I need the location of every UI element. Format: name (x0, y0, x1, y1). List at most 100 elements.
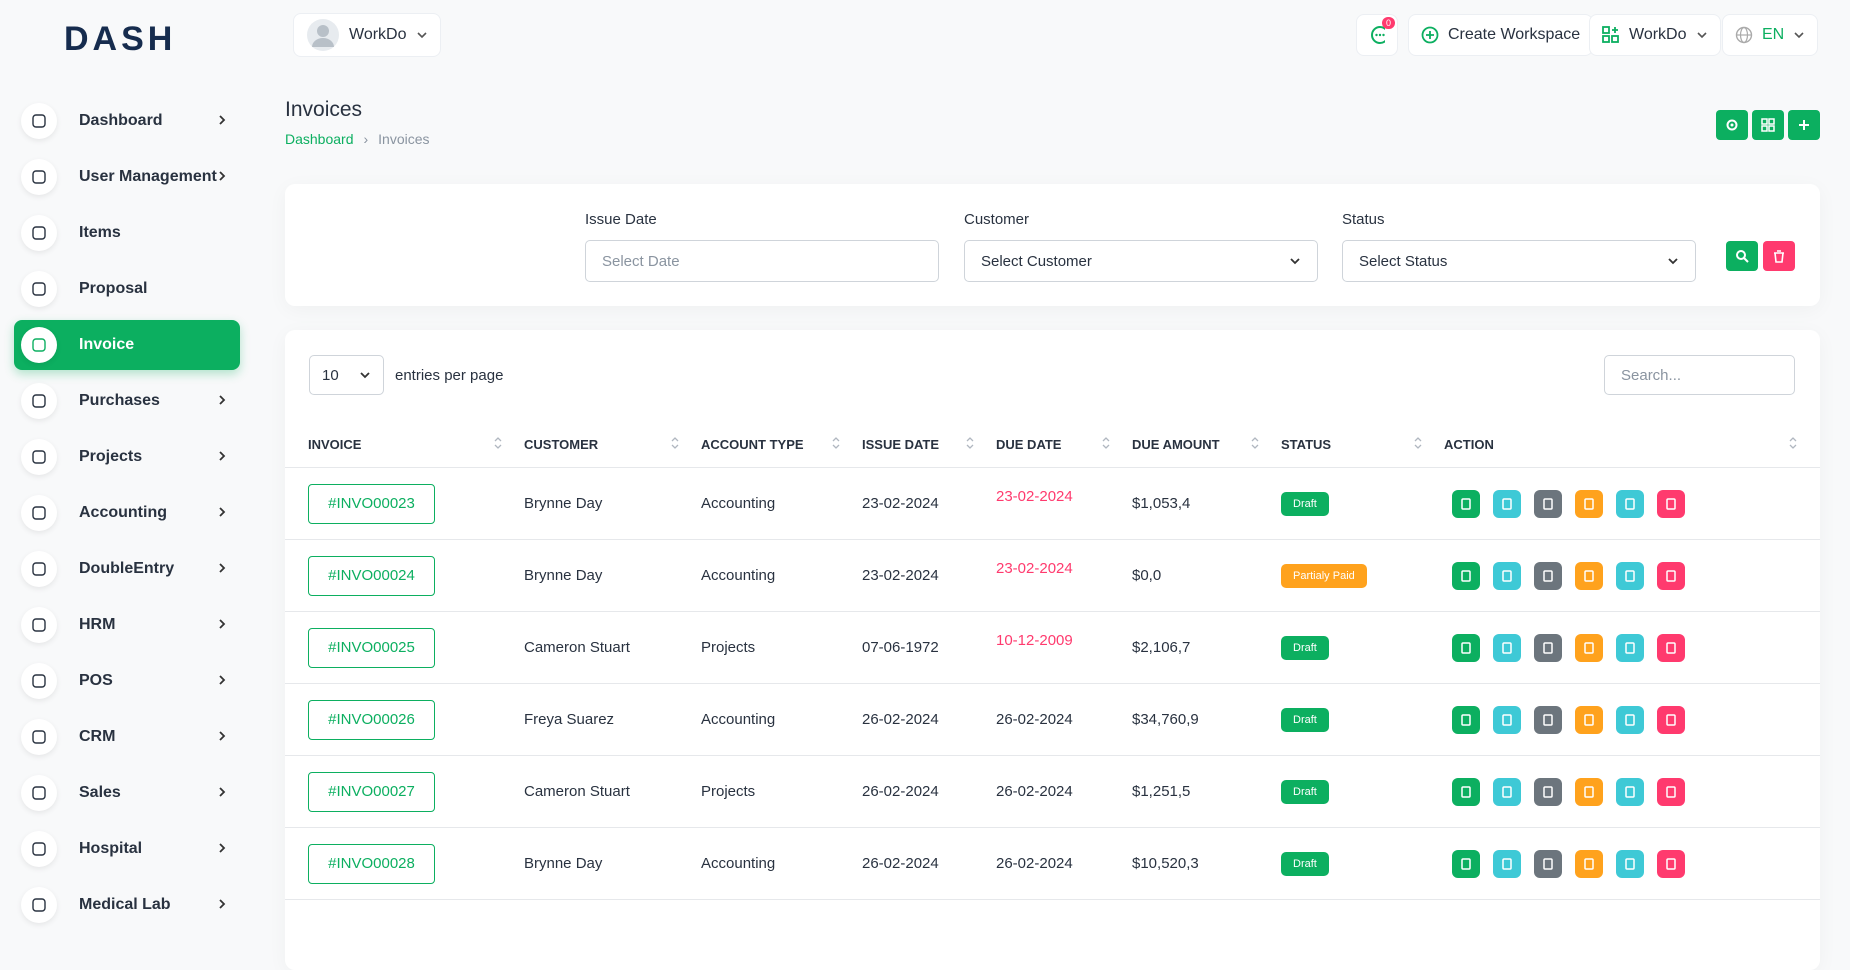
action-button[interactable] (1575, 489, 1603, 518)
sidebar-arrow (218, 393, 226, 411)
invoice-link[interactable]: #INVO00028 (308, 843, 435, 884)
column-header[interactable]: ACTION (1444, 437, 1819, 452)
action-button[interactable] (1493, 489, 1521, 518)
action-button[interactable] (1534, 777, 1562, 806)
language-label: EN (1762, 26, 1785, 43)
sidebar-item[interactable]: Medical Lab (14, 880, 240, 930)
action-button[interactable] (1534, 561, 1562, 590)
cell: #INVO00027 (308, 771, 524, 812)
action-button[interactable] (1575, 561, 1603, 590)
action-button[interactable] (1657, 633, 1685, 662)
actions (1444, 489, 1819, 518)
action-button[interactable] (1493, 777, 1521, 806)
action-button[interactable] (1452, 705, 1480, 734)
column-header[interactable]: ACCOUNT TYPE (701, 437, 862, 452)
action-button[interactable] (1452, 633, 1480, 662)
action-button[interactable] (1616, 777, 1644, 806)
action-button[interactable] (1452, 489, 1480, 518)
column-header[interactable]: ISSUE DATE (862, 437, 996, 452)
sidebar-arrow (218, 841, 226, 859)
sidebar-icon (21, 775, 57, 811)
column-header[interactable]: INVOICE (308, 437, 524, 452)
logo[interactable]: DASH (64, 20, 177, 58)
entries-select[interactable]: 10 (309, 355, 384, 395)
cell: Cameron Stuart (524, 639, 630, 656)
create-workspace[interactable]: Create Workspace (1408, 14, 1594, 56)
actions (1444, 777, 1819, 806)
sidebar-item[interactable]: Sales (14, 768, 240, 818)
action-button[interactable] (1657, 705, 1685, 734)
action-button[interactable] (1657, 849, 1685, 878)
action-button[interactable] (1575, 849, 1603, 878)
sidebar-label: POS (79, 672, 113, 689)
action-button[interactable] (1616, 705, 1644, 734)
action-button[interactable] (1534, 849, 1562, 878)
sidebar-label: Proposal (79, 280, 148, 297)
cell: Brynne Day (524, 855, 603, 872)
invoice-link[interactable]: #INVO00026 (308, 699, 435, 740)
action-button[interactable] (1452, 777, 1480, 806)
sidebar-item[interactable]: Hospital (14, 824, 240, 874)
column-header[interactable]: DUE AMOUNT (1132, 437, 1281, 452)
sidebar-item[interactable]: POS (14, 656, 240, 706)
action-button[interactable] (1452, 561, 1480, 590)
action-button[interactable] (1657, 561, 1685, 590)
search-input[interactable]: Search... (1604, 355, 1795, 395)
sidebar-label: Sales (79, 784, 121, 801)
action-button[interactable] (1616, 849, 1644, 878)
sidebar-arrow (218, 449, 226, 467)
workspace-switch[interactable]: WorkDo (293, 13, 441, 57)
sidebar-item[interactable]: CRM (14, 712, 240, 762)
breadcrumb-link[interactable]: Dashboard (285, 131, 354, 147)
action-button[interactable] (1575, 705, 1603, 734)
action-button[interactable] (1493, 849, 1521, 878)
add-button[interactable] (1788, 110, 1820, 140)
action-button[interactable] (1534, 489, 1562, 518)
sidebar-item[interactable]: Dashboard (14, 96, 240, 146)
sidebar-item[interactable]: Invoice (14, 320, 240, 370)
due-amount: $10,520,3 (1132, 855, 1199, 872)
sidebar-item[interactable]: Projects (14, 432, 240, 482)
sidebar-item[interactable]: DoubleEntry (14, 544, 240, 594)
action-button[interactable] (1657, 489, 1685, 518)
action-button[interactable] (1493, 561, 1521, 590)
action-button[interactable] (1534, 705, 1562, 734)
sidebar-item[interactable]: User Management (14, 152, 240, 202)
action-button[interactable] (1616, 489, 1644, 518)
action-button[interactable] (1616, 633, 1644, 662)
filter-field: Issue Date Select Date (585, 211, 939, 282)
column-header[interactable]: CUSTOMER (524, 437, 701, 452)
filter-select[interactable]: Select Customer (964, 240, 1318, 282)
invoice-link[interactable]: #INVO00027 (308, 771, 435, 812)
invoice-link[interactable]: #INVO00025 (308, 627, 435, 668)
action-button[interactable] (1493, 633, 1521, 662)
workspace-menu[interactable]: WorkDo (1589, 14, 1721, 56)
action-button[interactable] (1575, 633, 1603, 662)
language[interactable]: EN (1722, 14, 1819, 56)
action-button[interactable] (1534, 633, 1562, 662)
invoice-link[interactable]: #INVO00024 (308, 555, 435, 596)
sidebar-item[interactable]: Accounting (14, 488, 240, 538)
action-button[interactable] (1575, 777, 1603, 806)
sidebar-label: Projects (79, 448, 143, 465)
sidebar-item[interactable]: HRM (14, 600, 240, 650)
sidebar-item[interactable]: Proposal (14, 264, 240, 314)
search-button[interactable] (1726, 241, 1758, 271)
sidebar-item[interactable]: Items (14, 208, 240, 258)
action-button[interactable] (1493, 705, 1521, 734)
messages[interactable]: 0 (1356, 14, 1398, 56)
column-header[interactable]: DUE DATE (996, 437, 1132, 452)
filter-input[interactable]: Select Date (585, 240, 939, 282)
filter-select[interactable]: Select Status (1342, 240, 1696, 282)
sidebar-item[interactable]: Purchases (14, 376, 240, 426)
status-badge: Draft (1281, 707, 1329, 732)
column-header[interactable]: STATUS (1281, 437, 1444, 452)
invoice-link[interactable]: #INVO00023 (308, 483, 435, 524)
settings-button[interactable] (1716, 110, 1748, 140)
action-button[interactable] (1616, 561, 1644, 590)
action-button[interactable] (1657, 777, 1685, 806)
reset-button[interactable] (1763, 241, 1795, 271)
grid-view-button[interactable] (1752, 110, 1784, 140)
table-row: #INVO00024 Brynne Day Accounting 23-02-2024… (285, 540, 1820, 612)
action-button[interactable] (1452, 849, 1480, 878)
